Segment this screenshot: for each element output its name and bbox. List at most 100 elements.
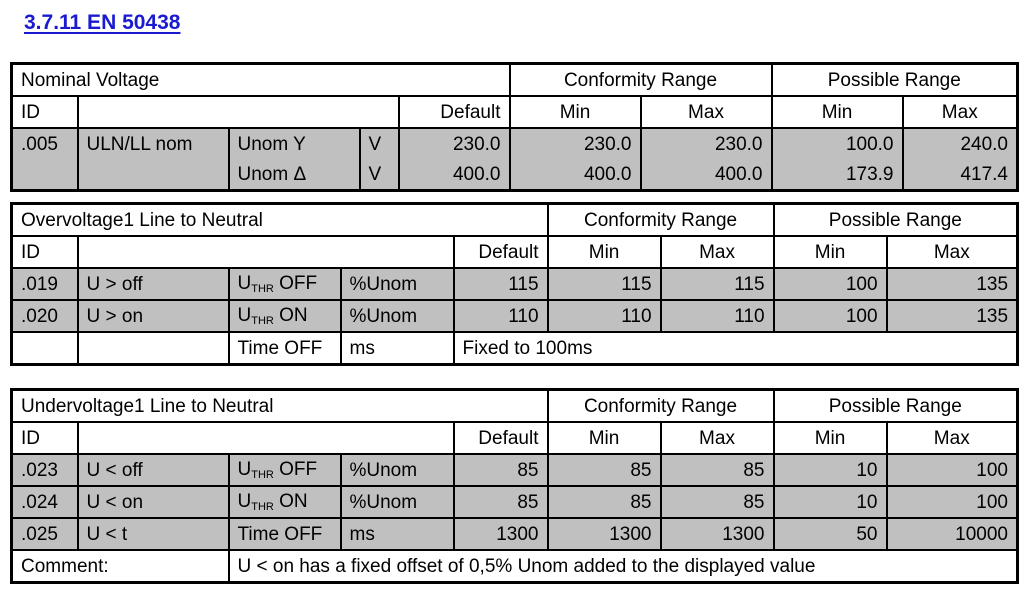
param-name: U < t bbox=[76, 517, 230, 551]
id-header: ID bbox=[10, 95, 79, 129]
param-main: U bbox=[237, 304, 252, 326]
possible-max-value: 135 bbox=[885, 267, 1019, 301]
table-row: .023 U < off UTHR OFF %Unom 85 85 85 10 … bbox=[10, 453, 1019, 487]
param-name: U > on bbox=[76, 299, 230, 333]
possible-range-header: Possible Range bbox=[772, 202, 1019, 237]
param-suffix: ON bbox=[273, 304, 308, 326]
id-header: ID bbox=[10, 421, 79, 455]
possible-max-value: 135 bbox=[885, 299, 1019, 333]
param-suffix: OFF bbox=[273, 458, 318, 480]
overvoltage-table: Overvoltage1 Line to Neutral Conformity … bbox=[10, 202, 1020, 366]
param-label: UTHR OFF bbox=[227, 267, 342, 301]
possible-min-header: Min bbox=[772, 421, 888, 455]
default-header: Default bbox=[397, 95, 511, 129]
param-id: .023 bbox=[10, 453, 79, 487]
param-unit: ms bbox=[339, 517, 455, 551]
param-subscript: THR bbox=[251, 314, 274, 327]
nominal-voltage-table: Nominal Voltage Conformity Range Possibl… bbox=[10, 62, 1019, 192]
param-id: .025 bbox=[10, 517, 79, 551]
conformity-min-value: 115 bbox=[546, 267, 662, 301]
conformity-max-header: Max bbox=[639, 95, 773, 129]
possible-min-value: 100 bbox=[772, 267, 888, 301]
table-row: .024 U < on UTHR ON %Unom 85 85 85 10 10… bbox=[10, 485, 1019, 519]
param-subscript: THR bbox=[251, 468, 274, 481]
conformity-min-header: Min bbox=[508, 95, 642, 129]
table-row: .005 ULN/LL nom Unom Y V 230.0 230.0 230… bbox=[10, 127, 1019, 159]
param-unit: %Unom bbox=[339, 299, 455, 333]
default-value: 400.0 bbox=[397, 159, 511, 192]
table-title: Undervoltage1 Line to Neutral bbox=[10, 388, 549, 423]
conformity-min-value: 85 bbox=[546, 485, 662, 519]
param-label: UTHR ON bbox=[227, 299, 342, 333]
conformity-range-header: Conformity Range bbox=[546, 388, 775, 423]
default-value: 115 bbox=[452, 267, 549, 301]
possible-max-value: 240.0 bbox=[901, 127, 1019, 159]
possible-min-value: 10 bbox=[772, 453, 888, 487]
param-unit: %Unom bbox=[339, 485, 455, 519]
conformity-min-value: 85 bbox=[546, 453, 662, 487]
param-label: Unom Y bbox=[227, 127, 361, 159]
possible-max-value: 10000 bbox=[885, 517, 1019, 551]
param-suffix: ON bbox=[273, 490, 308, 512]
section-heading-link[interactable]: 3.7.11 EN 50438 bbox=[24, 11, 181, 34]
param-id: .020 bbox=[10, 299, 79, 333]
param-unit: V bbox=[358, 127, 400, 159]
conformity-max-header: Max bbox=[659, 421, 775, 455]
conformity-min-value: 400.0 bbox=[508, 159, 642, 192]
param-subscript: THR bbox=[251, 500, 274, 513]
table-title: Nominal Voltage bbox=[10, 62, 511, 97]
possible-min-value: 173.9 bbox=[770, 159, 904, 192]
undervoltage-table: Undervoltage1 Line to Neutral Conformity… bbox=[10, 388, 1019, 584]
conformity-range-header: Conformity Range bbox=[546, 202, 775, 237]
param-label: UTHR ON bbox=[227, 485, 342, 519]
possible-min-value: 100 bbox=[772, 299, 888, 333]
table-row: .019 U > off UTHR OFF %Unom 115 115 115 … bbox=[10, 267, 1019, 301]
conformity-max-value: 1300 bbox=[659, 517, 775, 551]
conformity-range-header: Conformity Range bbox=[508, 62, 773, 97]
param-name bbox=[76, 159, 230, 192]
param-name: U > off bbox=[76, 267, 230, 301]
default-value: 85 bbox=[452, 485, 549, 519]
blank-header-cell bbox=[76, 95, 400, 129]
table-row: .025 U < t Time OFF ms 1300 1300 1300 50… bbox=[10, 517, 1019, 551]
conformity-max-value: 85 bbox=[659, 453, 775, 487]
param-label: Time OFF bbox=[227, 517, 342, 551]
param-id: .019 bbox=[10, 267, 79, 301]
default-header: Default bbox=[452, 235, 549, 269]
blank-header-cell bbox=[76, 421, 455, 455]
param-unit: %Unom bbox=[339, 453, 455, 487]
default-value: 230.0 bbox=[397, 127, 511, 159]
param-unit: V bbox=[358, 159, 400, 192]
fixed-note: Fixed to 100ms bbox=[452, 331, 1019, 366]
blank-id-cell bbox=[10, 331, 79, 366]
param-main: U bbox=[237, 490, 252, 512]
default-value: 110 bbox=[452, 299, 549, 333]
blank-header-cell bbox=[76, 235, 455, 269]
possible-min-header: Min bbox=[770, 95, 904, 129]
conformity-min-value: 110 bbox=[546, 299, 662, 333]
param-id bbox=[10, 159, 79, 192]
comment-label: Comment: bbox=[10, 549, 230, 584]
possible-max-value: 100 bbox=[885, 453, 1019, 487]
default-value: 1300 bbox=[452, 517, 549, 551]
blank-name-cell bbox=[76, 331, 230, 366]
param-main: U bbox=[237, 272, 252, 294]
default-header: Default bbox=[452, 421, 549, 455]
possible-range-header: Possible Range bbox=[772, 388, 1019, 423]
param-unit: ms bbox=[339, 331, 455, 366]
conformity-max-value: 400.0 bbox=[639, 159, 773, 192]
possible-min-value: 50 bbox=[772, 517, 888, 551]
param-subscript: THR bbox=[251, 282, 274, 295]
param-name: U < off bbox=[76, 453, 230, 487]
possible-range-header: Possible Range bbox=[770, 62, 1019, 97]
possible-max-value: 417.4 bbox=[901, 159, 1019, 192]
possible-min-header: Min bbox=[772, 235, 888, 269]
comment-text: U < on has a fixed offset of 0,5% Unom a… bbox=[227, 549, 1019, 584]
possible-max-value: 100 bbox=[885, 485, 1019, 519]
param-id: .005 bbox=[10, 127, 79, 159]
table-row: Time OFF ms Fixed to 100ms bbox=[10, 331, 1019, 366]
table-title: Overvoltage1 Line to Neutral bbox=[10, 202, 549, 237]
possible-max-header: Max bbox=[901, 95, 1019, 129]
param-label: UTHR OFF bbox=[227, 453, 342, 487]
conformity-max-value: 110 bbox=[659, 299, 775, 333]
